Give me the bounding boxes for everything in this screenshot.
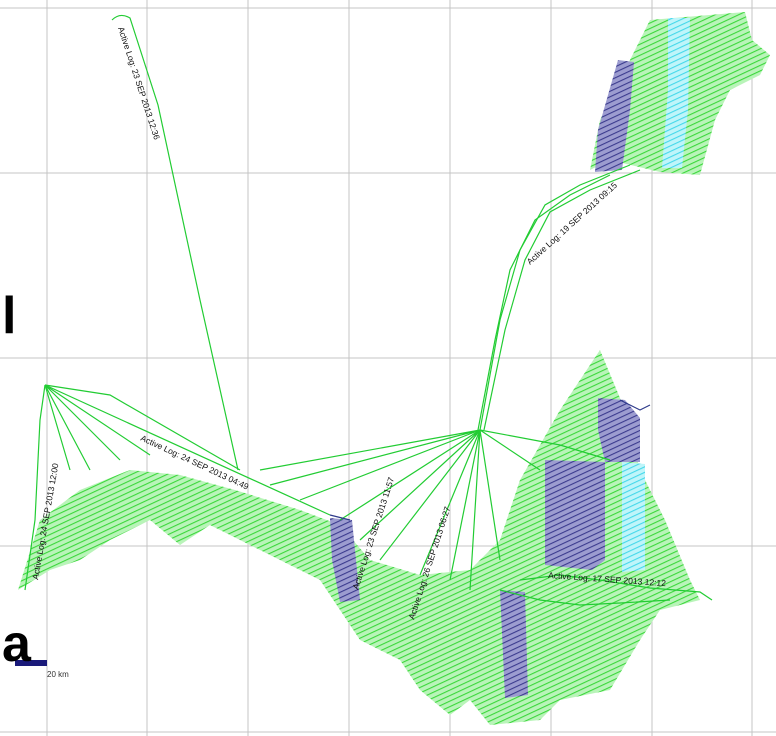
survey-area-green [18, 12, 770, 725]
scale-bar: 20 km [15, 660, 69, 679]
panel-letter-bottom: a [2, 615, 31, 673]
survey-area-cyan [622, 18, 690, 572]
scale-bar-label: 20 km [47, 670, 69, 679]
panel-letter-top: l [2, 287, 17, 345]
scale-bar-line [15, 660, 47, 666]
survey-area-blue [330, 60, 640, 698]
track-label-19-sep: Active Log: 19 SEP 2013 09:15 [525, 180, 620, 267]
vessel-tracks [24, 14, 713, 606]
track-label-23-sep: Active Log: 23 SEP 2013 12:36 [116, 26, 162, 142]
